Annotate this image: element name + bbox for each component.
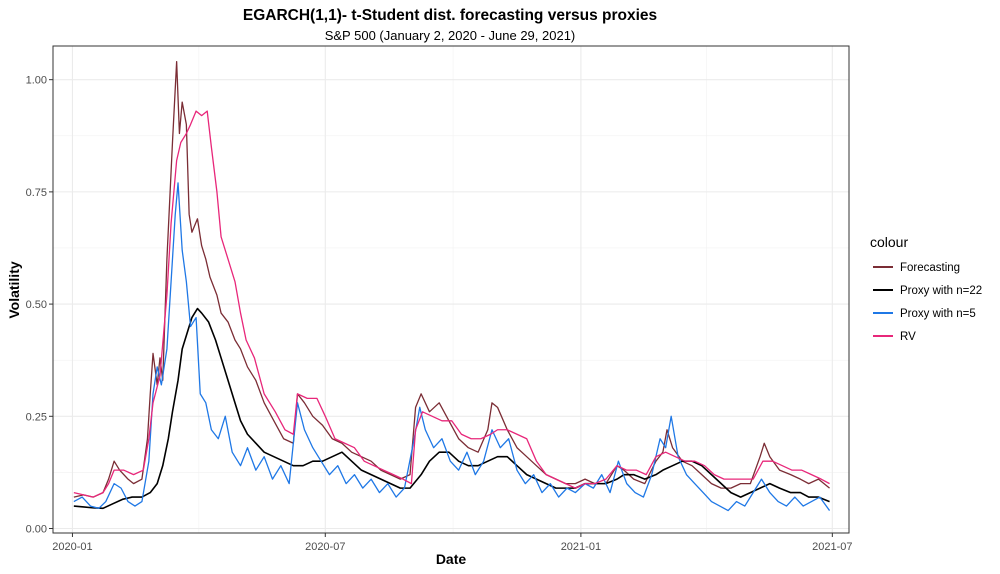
- chart-subtitle: S&P 500 (January 2, 2020 - June 29, 2021…: [325, 28, 576, 43]
- legend: colour Forecasting Proxy with n=22 Proxy w…: [870, 234, 982, 343]
- y-axis: 0.00 0.25 0.50 0.75 1.00: [26, 75, 53, 536]
- y-axis-title: Volatility: [6, 261, 22, 319]
- series-line-proxy-with-n-5: [73, 182, 831, 512]
- series-line-rv: [73, 110, 830, 498]
- x-tick-label: 2021-07: [812, 541, 852, 553]
- y-tick-label: 0.25: [26, 411, 47, 423]
- y-tick-label: 0.50: [26, 299, 47, 311]
- x-tick-label: 2020-07: [305, 541, 345, 553]
- legend-label-rv: RV: [900, 331, 916, 343]
- chart-title: EGARCH(1,1)- t-Student dist. forecasting…: [243, 7, 657, 24]
- y-tick-label: 0.00: [26, 524, 47, 536]
- y-tick-label: 0.75: [26, 187, 47, 199]
- x-tick-label: 2020-01: [52, 541, 92, 553]
- series-lines: [73, 61, 831, 512]
- legend-label-proxy-with-n-5: Proxy with n=5: [900, 308, 976, 320]
- plot-panel-border: [52, 45, 850, 534]
- legend-label-proxy-with-n-22: Proxy with n=22: [900, 285, 982, 297]
- major-gridlines: [53, 46, 849, 533]
- legend-title: colour: [870, 234, 908, 250]
- x-axis-title: Date: [436, 551, 467, 567]
- x-axis: 2020-01 2020-07 2021-01 2021-07: [52, 533, 853, 553]
- y-tick-label: 1.00: [26, 75, 47, 87]
- legend-label-forecasting: Forecasting: [900, 262, 960, 274]
- x-tick-label: 2021-01: [561, 541, 601, 553]
